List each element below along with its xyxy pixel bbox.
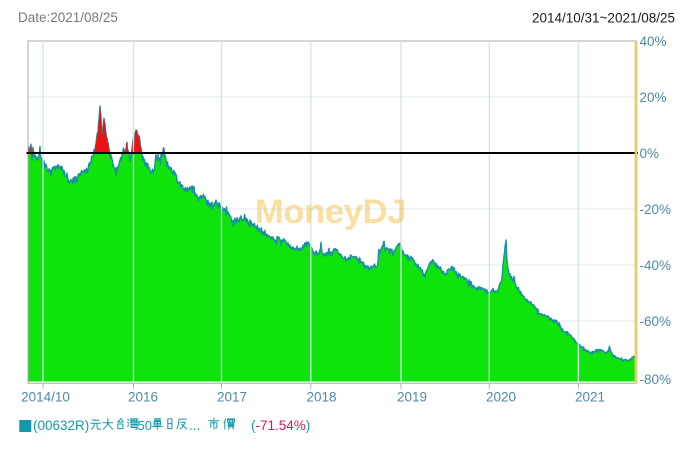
svg-text:2017: 2017 (217, 390, 247, 405)
svg-text:2018: 2018 (306, 390, 336, 405)
svg-text:20%: 20% (640, 90, 667, 105)
svg-text:2014/10: 2014/10 (21, 390, 70, 405)
svg-text:0%: 0% (640, 146, 660, 161)
svg-text:2019: 2019 (397, 390, 427, 405)
svg-text:Date:2021/08/25: Date:2021/08/25 (18, 10, 118, 25)
svg-text:40%: 40% (640, 34, 667, 49)
svg-text:50: 50 (138, 418, 152, 433)
svg-text:-40%: -40% (640, 258, 672, 273)
svg-text:(-71.54%): (-71.54%) (251, 418, 310, 433)
svg-text:(00632R): (00632R) (33, 418, 89, 433)
svg-text:2016: 2016 (128, 390, 158, 405)
svg-text:2021: 2021 (575, 390, 605, 405)
svg-text:2020: 2020 (486, 390, 516, 405)
svg-text:2014/10/31~2021/08/25: 2014/10/31~2021/08/25 (532, 11, 675, 26)
svg-text:-60%: -60% (640, 314, 672, 329)
svg-text:-20%: -20% (640, 202, 672, 217)
svg-text:-80%: -80% (640, 372, 672, 387)
svg-text:...: ... (189, 418, 200, 433)
svg-text:MoneyDJ: MoneyDJ (255, 193, 406, 231)
